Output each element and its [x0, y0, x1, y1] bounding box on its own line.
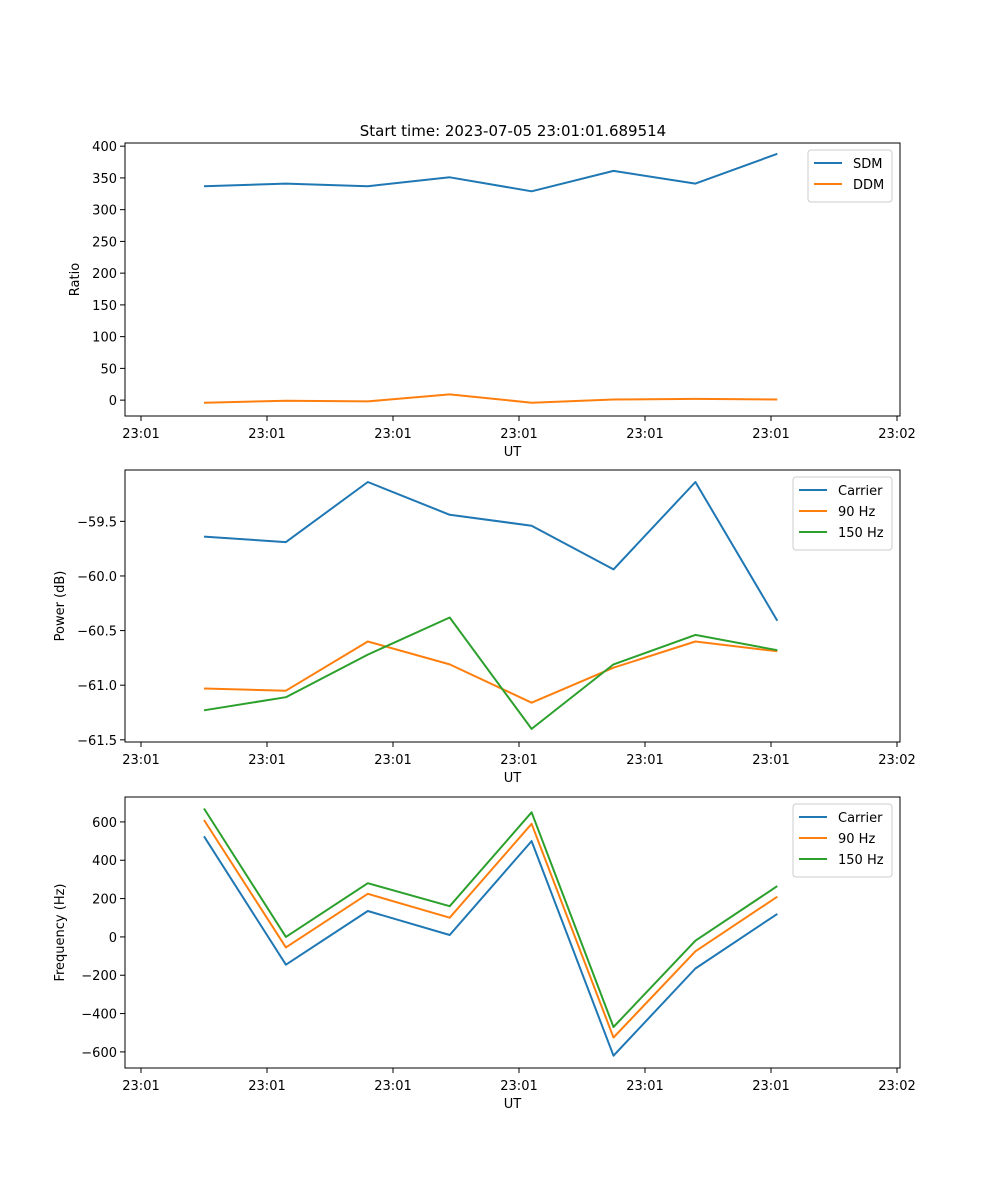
x-tick-label: 23:02: [878, 427, 915, 442]
y-axis: −600 −400 −200 0 200 400 600: [81, 816, 125, 1061]
y-tick-label: 0: [109, 931, 117, 946]
y-tick-label: 50: [100, 362, 117, 377]
legend-label: 90 Hz: [838, 505, 875, 520]
figure-title: Start time: 2023-07-05 23:01:01.689514: [360, 122, 666, 140]
legend-label: 150 Hz: [838, 526, 884, 541]
y-tick-label: −400: [81, 1008, 117, 1023]
x-tick-label: 23:01: [752, 427, 789, 442]
y-tick-label: −60.0: [77, 570, 117, 585]
series-group: [203, 481, 779, 730]
x-tick-label: 23:02: [878, 1079, 915, 1094]
y-axis-label: Frequency (Hz): [53, 883, 68, 981]
legend-label: Carrier: [838, 484, 883, 499]
legend-label: 150 Hz: [838, 853, 884, 868]
y-tick-label: 100: [92, 331, 117, 346]
legend-label: 90 Hz: [838, 832, 875, 847]
y-tick-label: −600: [81, 1046, 117, 1061]
x-axis-label: UT: [504, 771, 522, 786]
series-line-150-hz: [203, 807, 778, 1028]
legend: Carrier 90 Hz 150 Hz: [792, 476, 893, 551]
series-line-ddm: [203, 393, 778, 404]
series-line-90-hz: [203, 640, 778, 704]
y-tick-label: 0: [109, 394, 117, 409]
series-line-150-hz: [203, 616, 778, 730]
legend: SDM DDM: [807, 149, 893, 203]
series-group: [203, 807, 778, 1057]
x-axis-label: UT: [504, 1097, 522, 1112]
y-tick-label: −61.0: [77, 679, 117, 694]
x-tick-label: 23:02: [878, 753, 915, 768]
x-tick-label: 23:01: [626, 1079, 663, 1094]
y-tick-label: 600: [92, 816, 117, 831]
series-group: [203, 152, 778, 404]
x-tick-label: 23:01: [752, 1079, 789, 1094]
x-tick-label: 23:01: [248, 1079, 285, 1094]
x-axis-label: UT: [504, 445, 522, 460]
x-axis: 23:01 23:01 23:01 23:01 23:01 23:01 23:02: [122, 416, 916, 442]
x-tick-label: 23:01: [374, 1079, 411, 1094]
x-tick-label: 23:01: [122, 427, 159, 442]
series-line-carrier: [203, 481, 779, 622]
y-tick-label: 200: [92, 893, 117, 908]
y-tick-label: 350: [92, 172, 117, 187]
x-tick-label: 23:01: [500, 1079, 537, 1094]
x-axis: 23:01 23:01 23:01 23:01 23:01 23:01 23:02: [122, 1068, 916, 1094]
x-tick-label: 23:01: [500, 427, 537, 442]
axes-frame: [124, 796, 901, 1069]
series-line-sdm: [203, 152, 778, 193]
chart-panel-3: 23:01 23:01 23:01 23:01 23:01 23:01 23:02 UT −60…: [53, 796, 916, 1112]
y-axis-label: Ratio: [68, 263, 83, 296]
y-tick-label: −61.5: [77, 734, 117, 749]
y-tick-label: 250: [92, 235, 117, 250]
legend-label: DDM: [853, 178, 884, 193]
x-tick-label: 23:01: [122, 1079, 159, 1094]
x-tick-label: 23:01: [626, 753, 663, 768]
legend: Carrier 90 Hz 150 Hz: [792, 803, 893, 878]
y-tick-label: 300: [92, 204, 117, 219]
axes-frame: [124, 142, 901, 417]
x-tick-label: 23:01: [500, 753, 537, 768]
axes-frame: [124, 469, 901, 743]
series-line-carrier: [203, 835, 778, 1057]
legend-label: SDM: [853, 157, 882, 172]
y-tick-label: 200: [92, 267, 117, 282]
chart-panel-1: 23:01 23:01 23:01 23:01 23:01 23:01 23:02 UT 0 50…: [68, 140, 916, 460]
y-axis: 0 50 100 150 200 250 300 350 400: [92, 140, 125, 409]
legend-label: Carrier: [838, 811, 883, 826]
y-tick-label: 150: [92, 299, 117, 314]
x-tick-label: 23:01: [626, 427, 663, 442]
y-tick-label: −200: [81, 969, 117, 984]
x-tick-label: 23:01: [248, 753, 285, 768]
y-tick-label: 400: [92, 854, 117, 869]
x-tick-label: 23:01: [374, 427, 411, 442]
x-tick-label: 23:01: [248, 427, 285, 442]
chart-panel-2: 23:01 23:01 23:01 23:01 23:01 23:01 23:02 UT −61…: [53, 469, 916, 786]
series-line-90-hz: [203, 819, 778, 1039]
x-tick-label: 23:01: [752, 753, 789, 768]
y-tick-label: −59.5: [77, 515, 117, 530]
y-axis-label: Power (dB): [53, 571, 68, 642]
x-tick-label: 23:01: [374, 753, 411, 768]
y-tick-label: −60.5: [77, 625, 117, 640]
x-tick-label: 23:01: [122, 753, 159, 768]
x-axis: 23:01 23:01 23:01 23:01 23:01 23:01 23:02: [122, 742, 916, 768]
y-axis: −61.5 −61.0 −60.5 −60.0 −59.5: [77, 515, 125, 749]
charts-container: 23:01 23:01 23:01 23:01 23:01 23:01 23:02 UT 0 50…: [53, 140, 916, 1112]
y-tick-label: 400: [92, 140, 117, 155]
